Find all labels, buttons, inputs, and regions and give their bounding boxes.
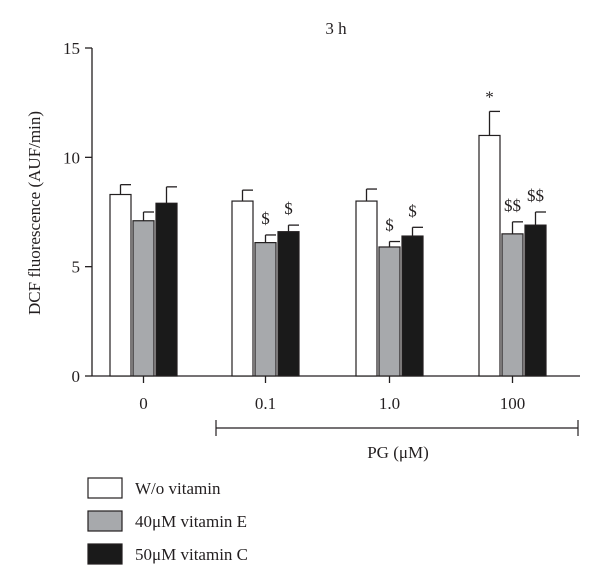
legend-swatch bbox=[87, 510, 123, 532]
significance-marker: $ bbox=[385, 216, 394, 235]
y-tick-label: 10 bbox=[63, 148, 80, 167]
significance-marker: $ bbox=[408, 201, 417, 220]
bar bbox=[277, 231, 300, 377]
legend-label: 40μM vitamin E bbox=[135, 512, 247, 531]
legend-swatch bbox=[87, 477, 123, 499]
bar bbox=[501, 233, 524, 377]
x-tick-label: 100 bbox=[500, 394, 526, 413]
y-tick-label: 15 bbox=[63, 39, 80, 58]
bar bbox=[524, 224, 547, 377]
bar bbox=[155, 202, 178, 377]
significance-marker: $$ bbox=[504, 196, 521, 215]
y-tick-label: 5 bbox=[72, 258, 81, 277]
bars: *$ $$$$ $$$ bbox=[109, 87, 547, 377]
legend: W/o vitamin 40μM vitamin E 50μM vitamin C bbox=[87, 477, 248, 565]
significance-marker: * bbox=[485, 87, 494, 106]
x-tick-label: 0 bbox=[139, 394, 148, 413]
significance-marker: $ bbox=[284, 199, 293, 218]
significance-marker: $ bbox=[261, 209, 270, 228]
legend-swatch bbox=[87, 543, 123, 565]
chart-title: 3 h bbox=[325, 19, 347, 38]
x-axis-label: PG (μM) bbox=[367, 443, 429, 462]
bar bbox=[355, 200, 378, 377]
y-axis-label: DCF fluorescence (AUF/min) bbox=[25, 111, 44, 315]
bar bbox=[254, 242, 277, 377]
x-tick-label: 1.0 bbox=[379, 394, 400, 413]
bar bbox=[132, 220, 155, 377]
bar bbox=[231, 200, 254, 377]
bar bbox=[378, 246, 401, 377]
bar bbox=[109, 193, 132, 377]
x-tick-label: 0.1 bbox=[255, 394, 276, 413]
legend-label: 50μM vitamin C bbox=[135, 545, 248, 564]
significance-marker: $$ bbox=[527, 186, 544, 205]
bar bbox=[478, 134, 501, 377]
bar bbox=[401, 235, 424, 377]
legend-label: W/o vitamin bbox=[135, 479, 221, 498]
y-tick-label: 0 bbox=[72, 367, 81, 386]
